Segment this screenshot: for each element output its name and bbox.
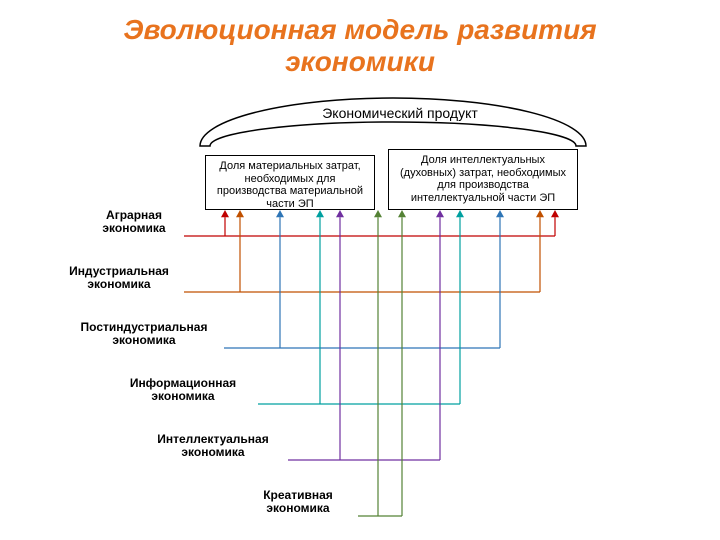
stage-label-postindustrial: Постиндустриальная экономика — [64, 321, 224, 347]
stage-label-creative: Креативная экономика — [238, 489, 358, 515]
stage-label-agrarian: Аграрная экономика — [84, 209, 184, 235]
stage-label-industrial: Индустриальная экономика — [54, 265, 184, 291]
box-intellectual-costs: Доля интеллектуальных (духовных) затрат,… — [388, 149, 578, 210]
box-material-costs: Доля материальных затрат, необходимых дл… — [205, 155, 375, 210]
stage-label-information: Информационная экономика — [108, 377, 258, 403]
stage-label-intellectual: Интеллектуальная экономика — [138, 433, 288, 459]
arc-label: Экономический продукт — [300, 105, 500, 121]
